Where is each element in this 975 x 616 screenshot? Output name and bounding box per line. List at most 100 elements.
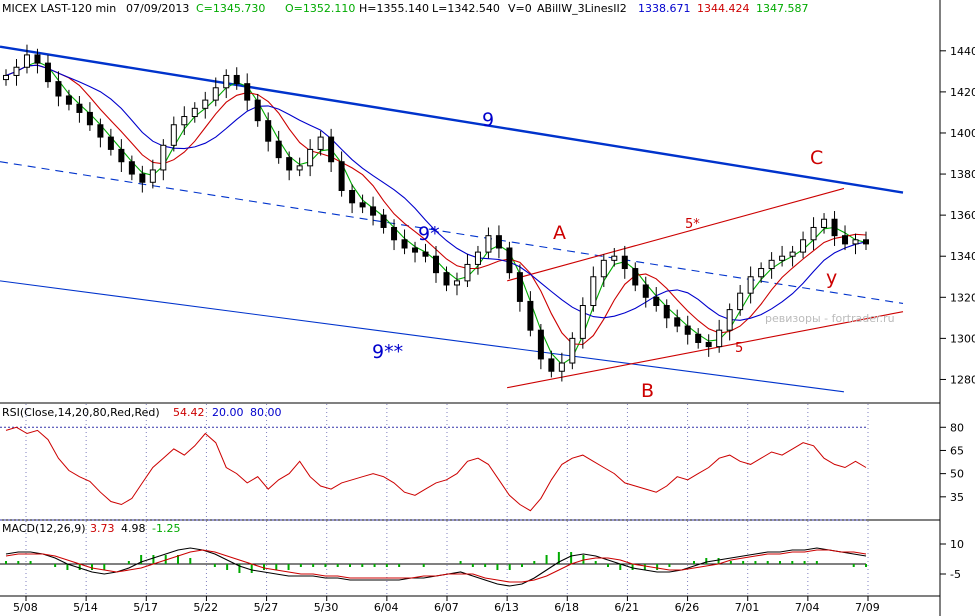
wave-label: C	[810, 147, 823, 169]
candle-up	[170, 124, 177, 146]
candle-up	[558, 362, 565, 372]
candle-down	[695, 333, 702, 343]
indicator-name: ABillW_3LinesII2	[537, 2, 627, 15]
macd-header: MACD(12,26,9) 3.73 4.98 -1.25	[2, 522, 180, 535]
x-tick-label: 6/04	[374, 601, 399, 614]
moving-averages	[5, 61, 867, 366]
candle-up	[810, 226, 817, 241]
ma-green-line	[5, 61, 867, 366]
rsi-panel: 35 50 65 80	[0, 421, 964, 521]
candle-up	[3, 74, 9, 81]
candle-down	[244, 83, 251, 101]
price-y-axis: 1280 1300 1320 1340 1360 1380 1400 1420 1440	[940, 45, 975, 386]
price-y-tick-label: 1300	[950, 332, 975, 345]
rsi-high-level: 80.00	[250, 406, 282, 419]
candle-up	[611, 255, 618, 261]
x-tick-label: 5/17	[133, 601, 158, 614]
candle-up	[737, 292, 744, 311]
candle-down	[286, 157, 293, 171]
x-tick-label: 5/14	[73, 601, 98, 614]
price-y-tick-label: 1360	[950, 209, 975, 222]
candle-down	[55, 81, 62, 97]
trendline-5	[507, 311, 904, 389]
macd-label: MACD(12,26,9)	[2, 522, 86, 535]
candle-down	[128, 161, 135, 175]
indicator-green-value: 1347.587	[756, 2, 809, 15]
candle-down	[338, 161, 345, 191]
candle-up	[789, 251, 796, 257]
candle-down	[422, 251, 429, 257]
price-grid	[25, 404, 869, 595]
indicator-blue-value: 1338.671	[638, 2, 691, 15]
candle-down	[527, 300, 534, 331]
price-y-tick-label: 1420	[950, 86, 975, 99]
macd-value: 3.73	[90, 522, 115, 535]
candle-down	[254, 99, 261, 122]
candle-down	[86, 111, 93, 126]
candle-down	[433, 255, 439, 274]
candle-down	[684, 325, 691, 335]
wave-annotations: 9 9* 9** 5* 5 A B Cy	[372, 109, 837, 402]
rsi-value: 54.42	[173, 406, 205, 419]
price-y-tick-label: 1440	[950, 45, 975, 58]
x-tick-label: 7/01	[735, 601, 760, 614]
candle-down	[65, 95, 72, 105]
candle-up	[202, 99, 209, 109]
candle-down	[349, 189, 356, 204]
rsi-y-tick-label: 80	[950, 421, 964, 434]
x-tick-label: 5/27	[254, 601, 279, 614]
candle-up	[23, 54, 30, 68]
candle-up	[212, 87, 219, 101]
rsi-low-level: 20.00	[212, 406, 244, 419]
candle-up	[296, 165, 303, 171]
candle-up	[716, 329, 723, 348]
x-tick-label: 5/08	[13, 601, 38, 614]
candle-down	[863, 239, 869, 245]
date-label: 07/09/2013	[126, 2, 189, 15]
price-y-tick-label: 1400	[950, 127, 975, 140]
rsi-y-tick-label: 35	[950, 491, 964, 504]
low-value: L=1342.540	[432, 2, 500, 15]
candle-up	[779, 255, 786, 261]
candle-down	[107, 136, 114, 150]
volume-value: V=0	[508, 2, 532, 15]
candle-up	[747, 276, 754, 294]
candle-up	[474, 251, 481, 265]
candle-up	[464, 263, 471, 282]
candle-down	[632, 268, 639, 286]
candle-down	[674, 317, 681, 327]
watermark: ревизоры - fortrader.ru	[765, 312, 895, 325]
rsi-y-tick-label: 50	[950, 468, 964, 481]
price-y-tick-label: 1280	[950, 373, 975, 386]
candle-up	[453, 280, 460, 286]
x-tick-label: 6/18	[554, 601, 579, 614]
candle-up	[191, 107, 198, 118]
wave-label: 9**	[372, 341, 403, 363]
candle-down	[359, 202, 366, 208]
candle-down	[653, 296, 660, 307]
candle-down	[233, 74, 240, 85]
candle-up	[852, 239, 859, 245]
high-value: H=1355.140	[359, 2, 429, 15]
x-tick-label: 6/26	[675, 601, 700, 614]
candle-down	[548, 358, 555, 372]
indicator-red-value: 1344.424	[697, 2, 750, 15]
candle-down	[265, 120, 272, 142]
open-value: O=1352.110	[285, 2, 355, 15]
macd-y-tick-label: -5	[950, 568, 961, 581]
instrument-label: MICEX LAST-120 min	[2, 2, 116, 15]
candle-up	[223, 74, 230, 89]
candle-up	[768, 259, 775, 270]
rsi-line	[5, 426, 867, 512]
trendline-9starstar	[0, 280, 845, 393]
x-tick-label: 7/04	[795, 601, 820, 614]
candle-down	[537, 329, 544, 360]
price-y-tick-label: 1380	[950, 168, 975, 181]
candle-down	[506, 247, 513, 274]
rsi-y-tick-label: 65	[950, 444, 964, 457]
candle-down	[391, 226, 398, 241]
candle-down	[34, 54, 41, 64]
macd-panel: -5 10	[0, 538, 964, 587]
wave-label: B	[641, 380, 654, 402]
